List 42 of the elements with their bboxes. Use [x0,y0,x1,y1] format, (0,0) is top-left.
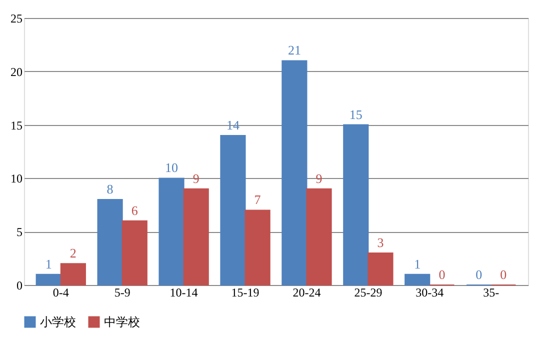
y-tick-label: 5 [16,225,22,240]
y-tick-label: 0 [16,278,22,292]
bar [122,220,148,286]
data-label: 0 [438,267,446,282]
data-label: 2 [70,246,76,261]
bar [183,188,209,286]
x-tick-label: 0-4 [52,286,69,300]
bar [60,263,86,286]
x-tick-label: 20-24 [292,286,321,300]
bar [404,274,430,286]
x-tick-label: 25-29 [354,286,382,300]
bar [343,124,369,286]
data-label: 10 [165,160,178,176]
data-label: 8 [106,182,114,197]
data-label: 6 [131,202,138,218]
x-tick-label: 15-19 [231,286,260,300]
data-label: 21 [288,42,301,58]
y-tick-label: 20 [10,64,22,79]
data-label: 3 [377,234,384,250]
bar [244,210,270,286]
bar [282,60,308,286]
data-label: 7 [254,192,262,208]
data-label: 1 [45,256,52,272]
bar [158,178,184,286]
y-tick-label: 15 [10,118,22,132]
bar [368,252,394,286]
y-tick-label: 25 [10,12,22,26]
legend-label: 小学校 [40,315,76,329]
y-tick-label: 10 [10,172,22,186]
data-label: 0 [500,267,507,282]
bar [306,188,332,286]
bar [97,199,123,286]
x-tick-label: 10-14 [170,286,198,300]
bar [36,274,62,286]
bar [220,134,246,286]
x-tick-label: 5-9 [114,286,130,300]
x-tick-label: 35- [483,286,500,300]
data-label: 15 [349,106,362,122]
data-label: 1 [414,256,421,272]
legend-label: 中学校 [104,315,140,329]
data-label: 0 [476,267,482,282]
x-tick-label: 30-34 [416,286,444,300]
